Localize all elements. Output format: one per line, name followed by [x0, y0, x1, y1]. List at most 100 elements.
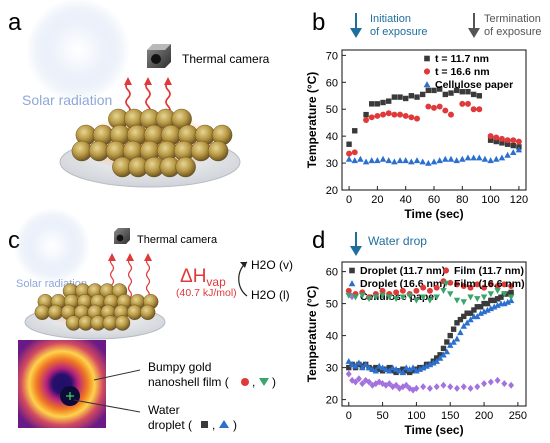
- legend-label: Cellulose paper: [435, 79, 513, 91]
- film-comma: ,: [252, 375, 255, 389]
- data-point: [374, 112, 381, 119]
- data-point: [447, 332, 453, 339]
- heat-wave-arrowhead: [144, 253, 152, 261]
- data-point: [392, 365, 400, 372]
- panel-d: d Water drop 0 50 100 150 200 250 20 30 40 50 60 Ti…: [305, 227, 527, 437]
- solar-radiation-label: Solar radiation: [22, 92, 112, 108]
- data-point: [399, 369, 407, 376]
- y-tick-label: 60: [326, 77, 338, 89]
- data-point: [453, 157, 460, 164]
- legend-marker: [442, 280, 450, 287]
- data-point: [369, 101, 375, 107]
- data-point: [474, 313, 481, 320]
- data-point: [391, 111, 398, 118]
- data-point: [474, 383, 481, 391]
- data-point: [386, 367, 393, 374]
- crosshair-icon: [66, 392, 74, 400]
- data-point: [346, 364, 352, 371]
- plot-frame: [341, 261, 527, 407]
- data-point: [505, 291, 511, 297]
- nanoshell-ball: [139, 304, 156, 320]
- film-callout-line: [93, 369, 141, 381]
- legend-marker: [424, 55, 430, 62]
- x-tick-label: 80: [456, 194, 468, 206]
- data-point: [426, 297, 434, 304]
- data-point: [494, 283, 501, 289]
- x-tick-label: 150: [441, 410, 459, 422]
- data-point: [431, 87, 437, 94]
- y-tick-label: 70: [326, 50, 338, 62]
- data-point: [501, 281, 508, 288]
- data-point: [436, 157, 443, 164]
- data-point: [453, 297, 461, 304]
- data-point: [487, 291, 495, 298]
- initiation-label: Initiation: [370, 13, 411, 25]
- data-point: [477, 304, 484, 310]
- data-point: [352, 294, 359, 301]
- data-point: [501, 300, 508, 307]
- y-tick-label: 30: [326, 363, 338, 375]
- data-point: [474, 281, 481, 288]
- data-point: [481, 284, 488, 291]
- data-point: [393, 369, 399, 376]
- nanoshell-ball: [47, 304, 64, 320]
- data-point: [507, 294, 515, 301]
- data-point: [379, 380, 386, 388]
- data-point: [402, 95, 409, 102]
- data-point: [348, 361, 356, 368]
- data-point: [413, 367, 420, 374]
- termination-label-2: of exposure: [484, 26, 541, 38]
- data-point: [346, 141, 352, 147]
- delta-h-value: (40.7 kJ/mol): [176, 287, 237, 299]
- water-liquid-label: H2O (l): [251, 288, 290, 302]
- data-point: [498, 154, 506, 161]
- data-point: [433, 294, 440, 301]
- data-point: [374, 157, 381, 164]
- legend-label: Droplet (11.7 nm): [360, 265, 445, 277]
- data-point: [470, 91, 477, 98]
- data-point: [425, 159, 432, 166]
- data-point: [474, 296, 481, 303]
- heat-wave-arrowhead: [126, 253, 134, 261]
- data-point: [493, 155, 500, 162]
- data-point: [443, 348, 451, 355]
- droplet-blue-marker: [219, 420, 229, 428]
- legend-marker: [349, 267, 355, 274]
- data-point: [457, 316, 464, 323]
- data-point: [436, 103, 443, 110]
- y-tick-label: 40: [326, 131, 338, 143]
- data-point: [430, 359, 437, 366]
- initiation-arrow-icon: [350, 13, 362, 38]
- data-point: [453, 335, 461, 342]
- data-point: [460, 383, 467, 391]
- data-point: [413, 287, 420, 294]
- thermal-image: [18, 340, 106, 428]
- data-point: [420, 284, 427, 291]
- data-point: [345, 287, 352, 294]
- initiation-label-2: of exposure: [370, 26, 427, 38]
- x-tick-label: 50: [376, 410, 388, 422]
- data-point: [352, 378, 359, 386]
- heat-wave-arrowhead: [124, 77, 132, 85]
- data-point: [362, 361, 369, 368]
- data-point: [406, 365, 413, 372]
- thermal-camera-icon-c: [114, 228, 130, 244]
- data-point: [476, 106, 483, 113]
- data-point: [488, 297, 494, 304]
- data-point: [393, 381, 400, 389]
- y-tick-label: 60: [326, 267, 338, 279]
- legend-marker: [348, 280, 356, 287]
- y-tick-label: 30: [326, 158, 338, 170]
- data-point: [376, 366, 382, 372]
- data-point: [352, 128, 358, 134]
- chart-d: 0 50 100 150 200 250 20 30 40 50 60 Time (sec) Tempe…: [305, 261, 527, 437]
- film-label: Bumpy gold: [148, 360, 211, 374]
- data-point: [467, 310, 474, 316]
- data-point: [372, 367, 380, 374]
- data-point: [440, 288, 447, 295]
- data-point: [403, 368, 409, 374]
- data-point: [413, 157, 421, 164]
- data-point: [448, 90, 454, 96]
- data-point: [374, 101, 381, 107]
- water-drop-label: Water drop: [368, 234, 427, 248]
